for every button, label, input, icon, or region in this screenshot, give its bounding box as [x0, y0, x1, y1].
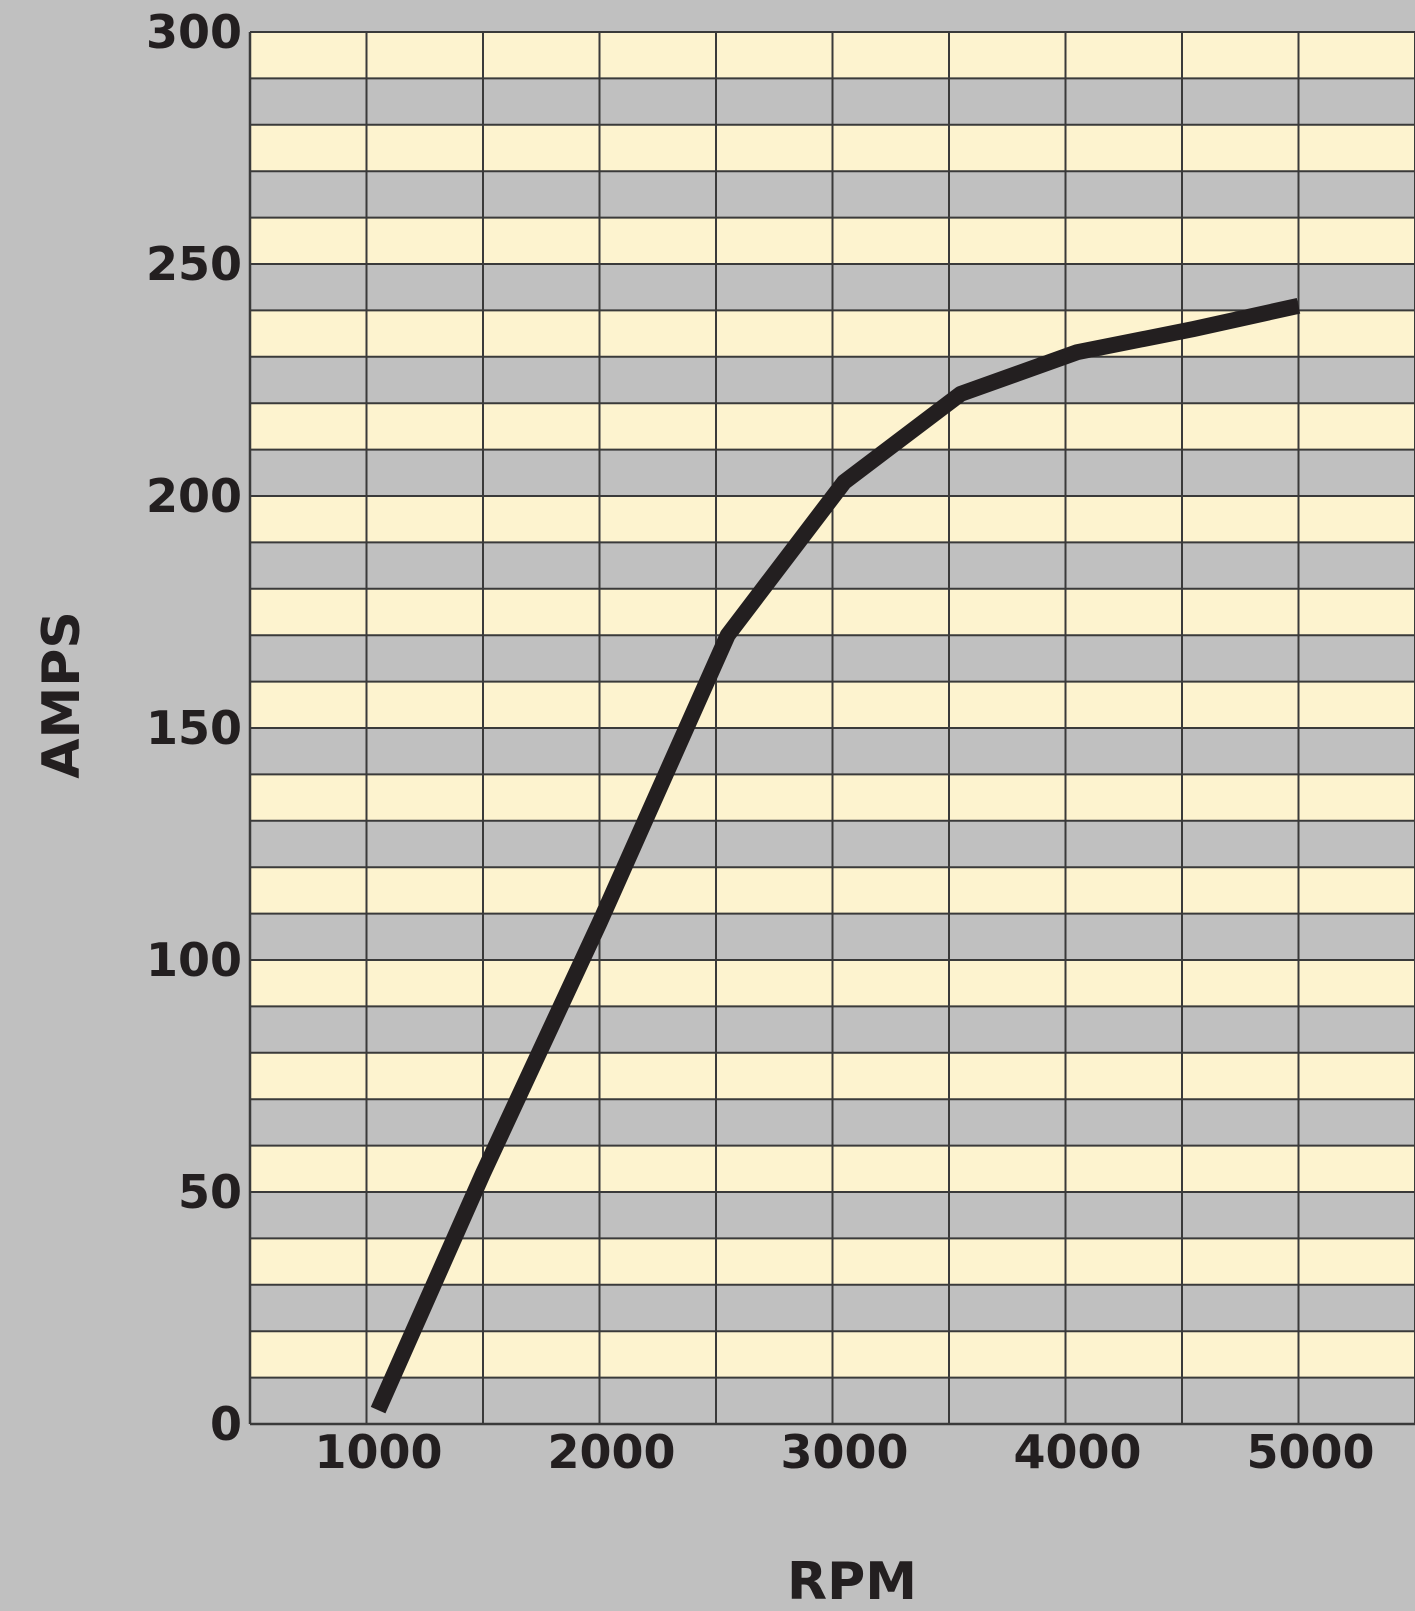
- x-tick-label: 3000: [780, 1425, 908, 1479]
- grid-lines: [248, 31, 1415, 1426]
- y-tick-label: 0: [210, 1397, 242, 1451]
- y-tick-label: 100: [146, 933, 242, 987]
- x-tick-labels: 1000 2000 3000 4000 5000: [314, 1425, 1374, 1479]
- x-tick-label: 2000: [547, 1425, 675, 1479]
- y-tick-label: 300: [146, 5, 242, 59]
- y-tick-label: 50: [178, 1165, 242, 1219]
- y-tick-label: 150: [146, 701, 242, 755]
- y-tick-label: 250: [146, 237, 242, 291]
- y-tick-labels: 0 50 100 150 200 250 300: [146, 5, 242, 1451]
- series-layer: [370, 297, 1301, 1414]
- x-tick-label: 5000: [1246, 1425, 1374, 1479]
- y-axis-title: AMPS: [32, 611, 92, 779]
- x-tick-label: 4000: [1013, 1425, 1141, 1479]
- x-axis-title: RPM: [787, 1552, 917, 1611]
- y-tick-label: 200: [146, 469, 242, 523]
- x-tick-label: 1000: [314, 1425, 442, 1479]
